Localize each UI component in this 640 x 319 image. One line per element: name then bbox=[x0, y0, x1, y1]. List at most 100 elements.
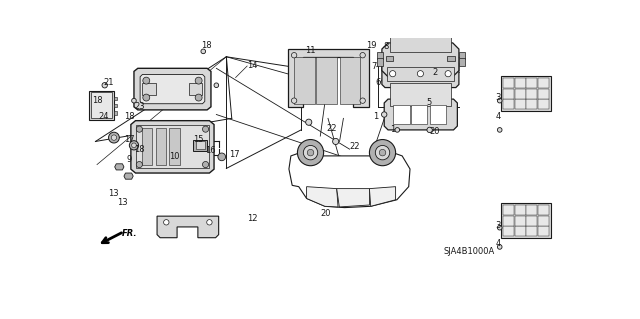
Polygon shape bbox=[384, 99, 458, 130]
Text: 20: 20 bbox=[320, 209, 331, 218]
Text: 22: 22 bbox=[326, 124, 337, 133]
Circle shape bbox=[497, 245, 502, 249]
Bar bbox=[447, 56, 455, 61]
Text: 1: 1 bbox=[374, 112, 379, 121]
Circle shape bbox=[395, 128, 399, 132]
Circle shape bbox=[195, 77, 202, 84]
Circle shape bbox=[369, 139, 396, 166]
Text: 3: 3 bbox=[495, 221, 500, 230]
Text: 18: 18 bbox=[134, 145, 145, 154]
Bar bbox=[90, 91, 114, 120]
Bar bbox=[501, 76, 551, 111]
Bar bbox=[503, 99, 514, 109]
Circle shape bbox=[390, 70, 396, 77]
Polygon shape bbox=[382, 43, 459, 77]
Circle shape bbox=[360, 98, 365, 103]
Bar bbox=[136, 125, 209, 168]
Text: SJA4B1000A: SJA4B1000A bbox=[444, 247, 495, 256]
Circle shape bbox=[383, 46, 388, 52]
Text: 13: 13 bbox=[108, 189, 118, 197]
Text: 1: 1 bbox=[390, 125, 395, 134]
Text: 23: 23 bbox=[134, 102, 145, 111]
Circle shape bbox=[207, 219, 212, 225]
Polygon shape bbox=[115, 164, 124, 170]
Bar bbox=[515, 78, 525, 88]
Circle shape bbox=[132, 98, 136, 103]
Text: 14: 14 bbox=[247, 62, 258, 70]
Bar bbox=[386, 56, 394, 61]
Bar bbox=[515, 205, 525, 215]
Bar bbox=[515, 226, 525, 236]
Circle shape bbox=[360, 53, 365, 58]
Text: 7: 7 bbox=[371, 62, 376, 71]
Circle shape bbox=[143, 94, 150, 101]
Bar bbox=[526, 226, 537, 236]
Circle shape bbox=[132, 143, 136, 148]
Polygon shape bbox=[140, 74, 205, 104]
Text: 17: 17 bbox=[230, 150, 240, 159]
Polygon shape bbox=[382, 61, 459, 87]
Circle shape bbox=[291, 98, 297, 103]
Bar bbox=[340, 57, 360, 104]
Bar bbox=[390, 27, 451, 52]
Circle shape bbox=[306, 119, 312, 125]
Bar bbox=[294, 57, 315, 104]
Bar bbox=[538, 216, 549, 226]
Bar bbox=[515, 99, 525, 109]
Bar bbox=[91, 92, 113, 118]
Bar bbox=[143, 83, 156, 95]
Circle shape bbox=[143, 77, 150, 84]
Circle shape bbox=[136, 161, 143, 168]
Polygon shape bbox=[307, 187, 338, 207]
Bar bbox=[503, 226, 514, 236]
Text: 15: 15 bbox=[193, 135, 204, 144]
Polygon shape bbox=[134, 68, 211, 110]
Bar bbox=[538, 89, 549, 99]
Bar bbox=[503, 78, 514, 88]
Circle shape bbox=[381, 112, 387, 117]
Text: 21: 21 bbox=[104, 78, 114, 87]
Text: 4: 4 bbox=[495, 112, 500, 121]
Circle shape bbox=[307, 149, 314, 156]
Text: 2: 2 bbox=[432, 68, 437, 77]
Text: 4: 4 bbox=[495, 239, 500, 249]
Circle shape bbox=[497, 128, 502, 132]
Text: 6: 6 bbox=[375, 78, 380, 87]
Circle shape bbox=[164, 219, 169, 225]
Circle shape bbox=[427, 127, 433, 133]
Circle shape bbox=[202, 126, 209, 132]
Bar bbox=[526, 205, 537, 215]
Bar bbox=[538, 78, 549, 88]
Circle shape bbox=[497, 98, 502, 103]
Circle shape bbox=[129, 141, 139, 150]
Circle shape bbox=[109, 132, 119, 143]
Bar bbox=[196, 141, 205, 149]
Text: 9: 9 bbox=[127, 155, 132, 164]
Bar bbox=[526, 99, 537, 109]
Text: 3: 3 bbox=[495, 93, 500, 102]
Circle shape bbox=[303, 145, 317, 160]
Bar bbox=[394, 105, 410, 124]
Polygon shape bbox=[387, 67, 454, 81]
Bar bbox=[156, 128, 166, 165]
Text: FR.: FR. bbox=[122, 229, 137, 238]
Polygon shape bbox=[124, 173, 133, 179]
Bar bbox=[503, 216, 514, 226]
Bar bbox=[515, 216, 525, 226]
Polygon shape bbox=[288, 49, 369, 107]
Bar bbox=[378, 52, 383, 59]
Bar bbox=[501, 203, 551, 238]
Circle shape bbox=[218, 153, 225, 161]
Bar bbox=[316, 57, 337, 104]
Text: 5: 5 bbox=[427, 99, 432, 108]
Text: 19: 19 bbox=[367, 41, 377, 50]
Polygon shape bbox=[131, 121, 214, 173]
Circle shape bbox=[417, 70, 424, 77]
Bar bbox=[538, 99, 549, 109]
Bar bbox=[378, 58, 383, 66]
Circle shape bbox=[102, 83, 108, 88]
Bar bbox=[114, 104, 117, 107]
Bar bbox=[515, 89, 525, 99]
Bar bbox=[411, 105, 428, 124]
Circle shape bbox=[202, 161, 209, 168]
